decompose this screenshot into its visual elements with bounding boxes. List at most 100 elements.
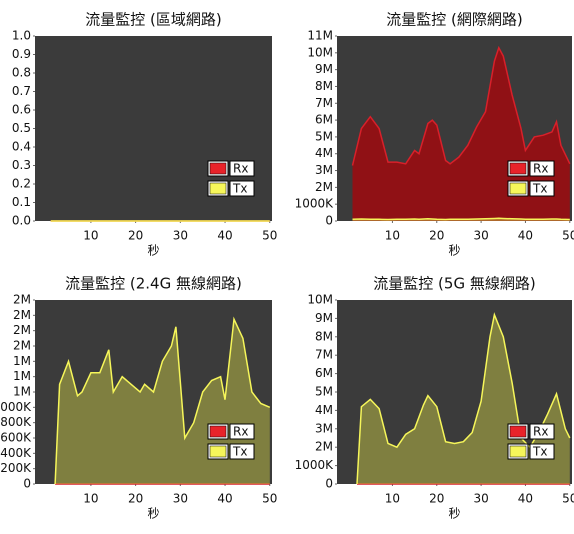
- legend-label-box: [529, 160, 555, 177]
- x-tick-label: 50: [562, 229, 574, 243]
- x-tick-label: 20: [128, 229, 143, 243]
- area-line: [54, 316, 271, 485]
- legend-label-box: [529, 180, 555, 197]
- y-tick-label: 0: [325, 214, 333, 228]
- x-tick-label: 10: [385, 492, 400, 506]
- y-tick-label: 0.3: [12, 158, 31, 172]
- y-tick-label: 1000K: [0, 400, 32, 414]
- legend-label-box: [229, 423, 255, 440]
- y-tick-label: 4M: [315, 146, 333, 160]
- x-axis-label: 秒: [147, 244, 159, 258]
- y-tick-label: 1M: [13, 385, 31, 399]
- y-tick-label: 1M: [13, 354, 31, 368]
- legend-swatch: [209, 182, 227, 195]
- x-tick-label: 40: [217, 229, 232, 243]
- legend-label: Tx: [532, 182, 547, 196]
- legend-label: Rx: [233, 425, 248, 439]
- legend-label: Rx: [533, 425, 548, 439]
- legend-label-box: [529, 443, 555, 460]
- x-tick-label: 30: [473, 229, 488, 243]
- legend-label-box: [229, 443, 255, 460]
- legend-swatch: [509, 182, 527, 195]
- y-tick-label: 600K: [0, 431, 32, 445]
- legend-label: Tx: [532, 445, 547, 459]
- legend-label-box: [229, 180, 255, 197]
- y-tick-label: 0.9: [12, 47, 31, 61]
- legend-swatch: [509, 425, 527, 438]
- x-axis-label: 秒: [448, 507, 460, 521]
- y-tick-label: 8M: [315, 329, 333, 343]
- legend-swatch: [509, 162, 527, 175]
- y-tick-label: 0.5: [12, 121, 31, 135]
- y-tick-label: 2M: [315, 180, 333, 194]
- x-axis-label: 秒: [147, 507, 159, 521]
- y-tick-label: 800K: [0, 415, 32, 429]
- legend-swatch: [209, 162, 227, 175]
- area-fill: [352, 47, 570, 221]
- area-fill: [55, 319, 270, 484]
- y-tick-label: 0.0: [12, 214, 31, 228]
- y-tick-label: 2M: [13, 323, 31, 337]
- y-tick-label: 6M: [315, 366, 333, 380]
- y-tick-label: 10M: [307, 45, 333, 59]
- legend-swatch: [209, 445, 227, 458]
- legend-label-box: [229, 160, 255, 177]
- y-tick-label: 10M: [307, 293, 333, 307]
- chart-title: 流量監控 (區域網路): [85, 11, 221, 29]
- x-tick-label: 10: [83, 492, 98, 506]
- y-tick-label: 2M: [13, 339, 31, 353]
- y-tick-label: 1.0: [12, 29, 31, 43]
- y-tick-label: 0: [23, 477, 31, 491]
- y-tick-label: 7M: [315, 348, 333, 362]
- y-tick-label: 2M: [13, 308, 31, 322]
- legend-swatch: [209, 425, 227, 438]
- x-tick-label: 30: [173, 492, 188, 506]
- y-tick-label: 5M: [315, 129, 333, 143]
- chart-title: 流量監控 (2.4G 無線網路): [65, 275, 242, 293]
- y-tick-label: 9M: [315, 311, 333, 325]
- y-tick-label: 5M: [315, 385, 333, 399]
- y-tick-label: 400K: [0, 446, 32, 460]
- x-tick-label: 20: [429, 229, 444, 243]
- legend-label: Tx: [232, 445, 247, 459]
- y-tick-label: 9M: [315, 62, 333, 76]
- y-tick-label: 0.8: [12, 66, 31, 80]
- y-tick-label: 1000K: [295, 197, 335, 211]
- legend-label: Rx: [533, 162, 548, 176]
- y-tick-label: 0: [325, 477, 333, 491]
- y-tick-label: 2M: [13, 293, 31, 307]
- legend-swatch: [509, 445, 527, 458]
- legend-label: Rx: [233, 162, 248, 176]
- x-axis-label: 秒: [448, 244, 460, 258]
- x-tick-label: 50: [262, 492, 277, 506]
- y-tick-label: 0.4: [12, 140, 31, 154]
- x-tick-label: 30: [473, 492, 488, 506]
- y-tick-label: 0.1: [12, 195, 31, 209]
- legend-label-box: [529, 423, 555, 440]
- y-tick-label: 200K: [0, 461, 32, 475]
- y-tick-label: 2M: [315, 440, 333, 454]
- area-line: [352, 217, 570, 221]
- x-tick-label: 10: [385, 229, 400, 243]
- legend-label: Tx: [232, 182, 247, 196]
- y-tick-label: 11M: [307, 29, 333, 43]
- y-tick-label: 0.7: [12, 84, 31, 98]
- y-tick-label: 8M: [315, 79, 333, 93]
- y-tick-label: 3M: [315, 421, 333, 435]
- x-tick-label: 50: [262, 229, 277, 243]
- y-tick-label: 6M: [315, 113, 333, 127]
- y-tick-label: 0.2: [12, 177, 31, 191]
- area-line: [351, 45, 571, 166]
- y-tick-label: 1M: [13, 369, 31, 383]
- x-tick-label: 20: [128, 492, 143, 506]
- chart-title: 流量監控 (網際網路): [386, 11, 522, 29]
- x-tick-label: 20: [429, 492, 444, 506]
- y-tick-label: 4M: [315, 403, 333, 417]
- y-tick-label: 3M: [315, 163, 333, 177]
- x-tick-label: 10: [83, 229, 98, 243]
- y-tick-label: 1000K: [295, 458, 335, 472]
- x-tick-label: 40: [518, 492, 533, 506]
- x-tick-label: 30: [173, 229, 188, 243]
- x-tick-label: 40: [518, 229, 533, 243]
